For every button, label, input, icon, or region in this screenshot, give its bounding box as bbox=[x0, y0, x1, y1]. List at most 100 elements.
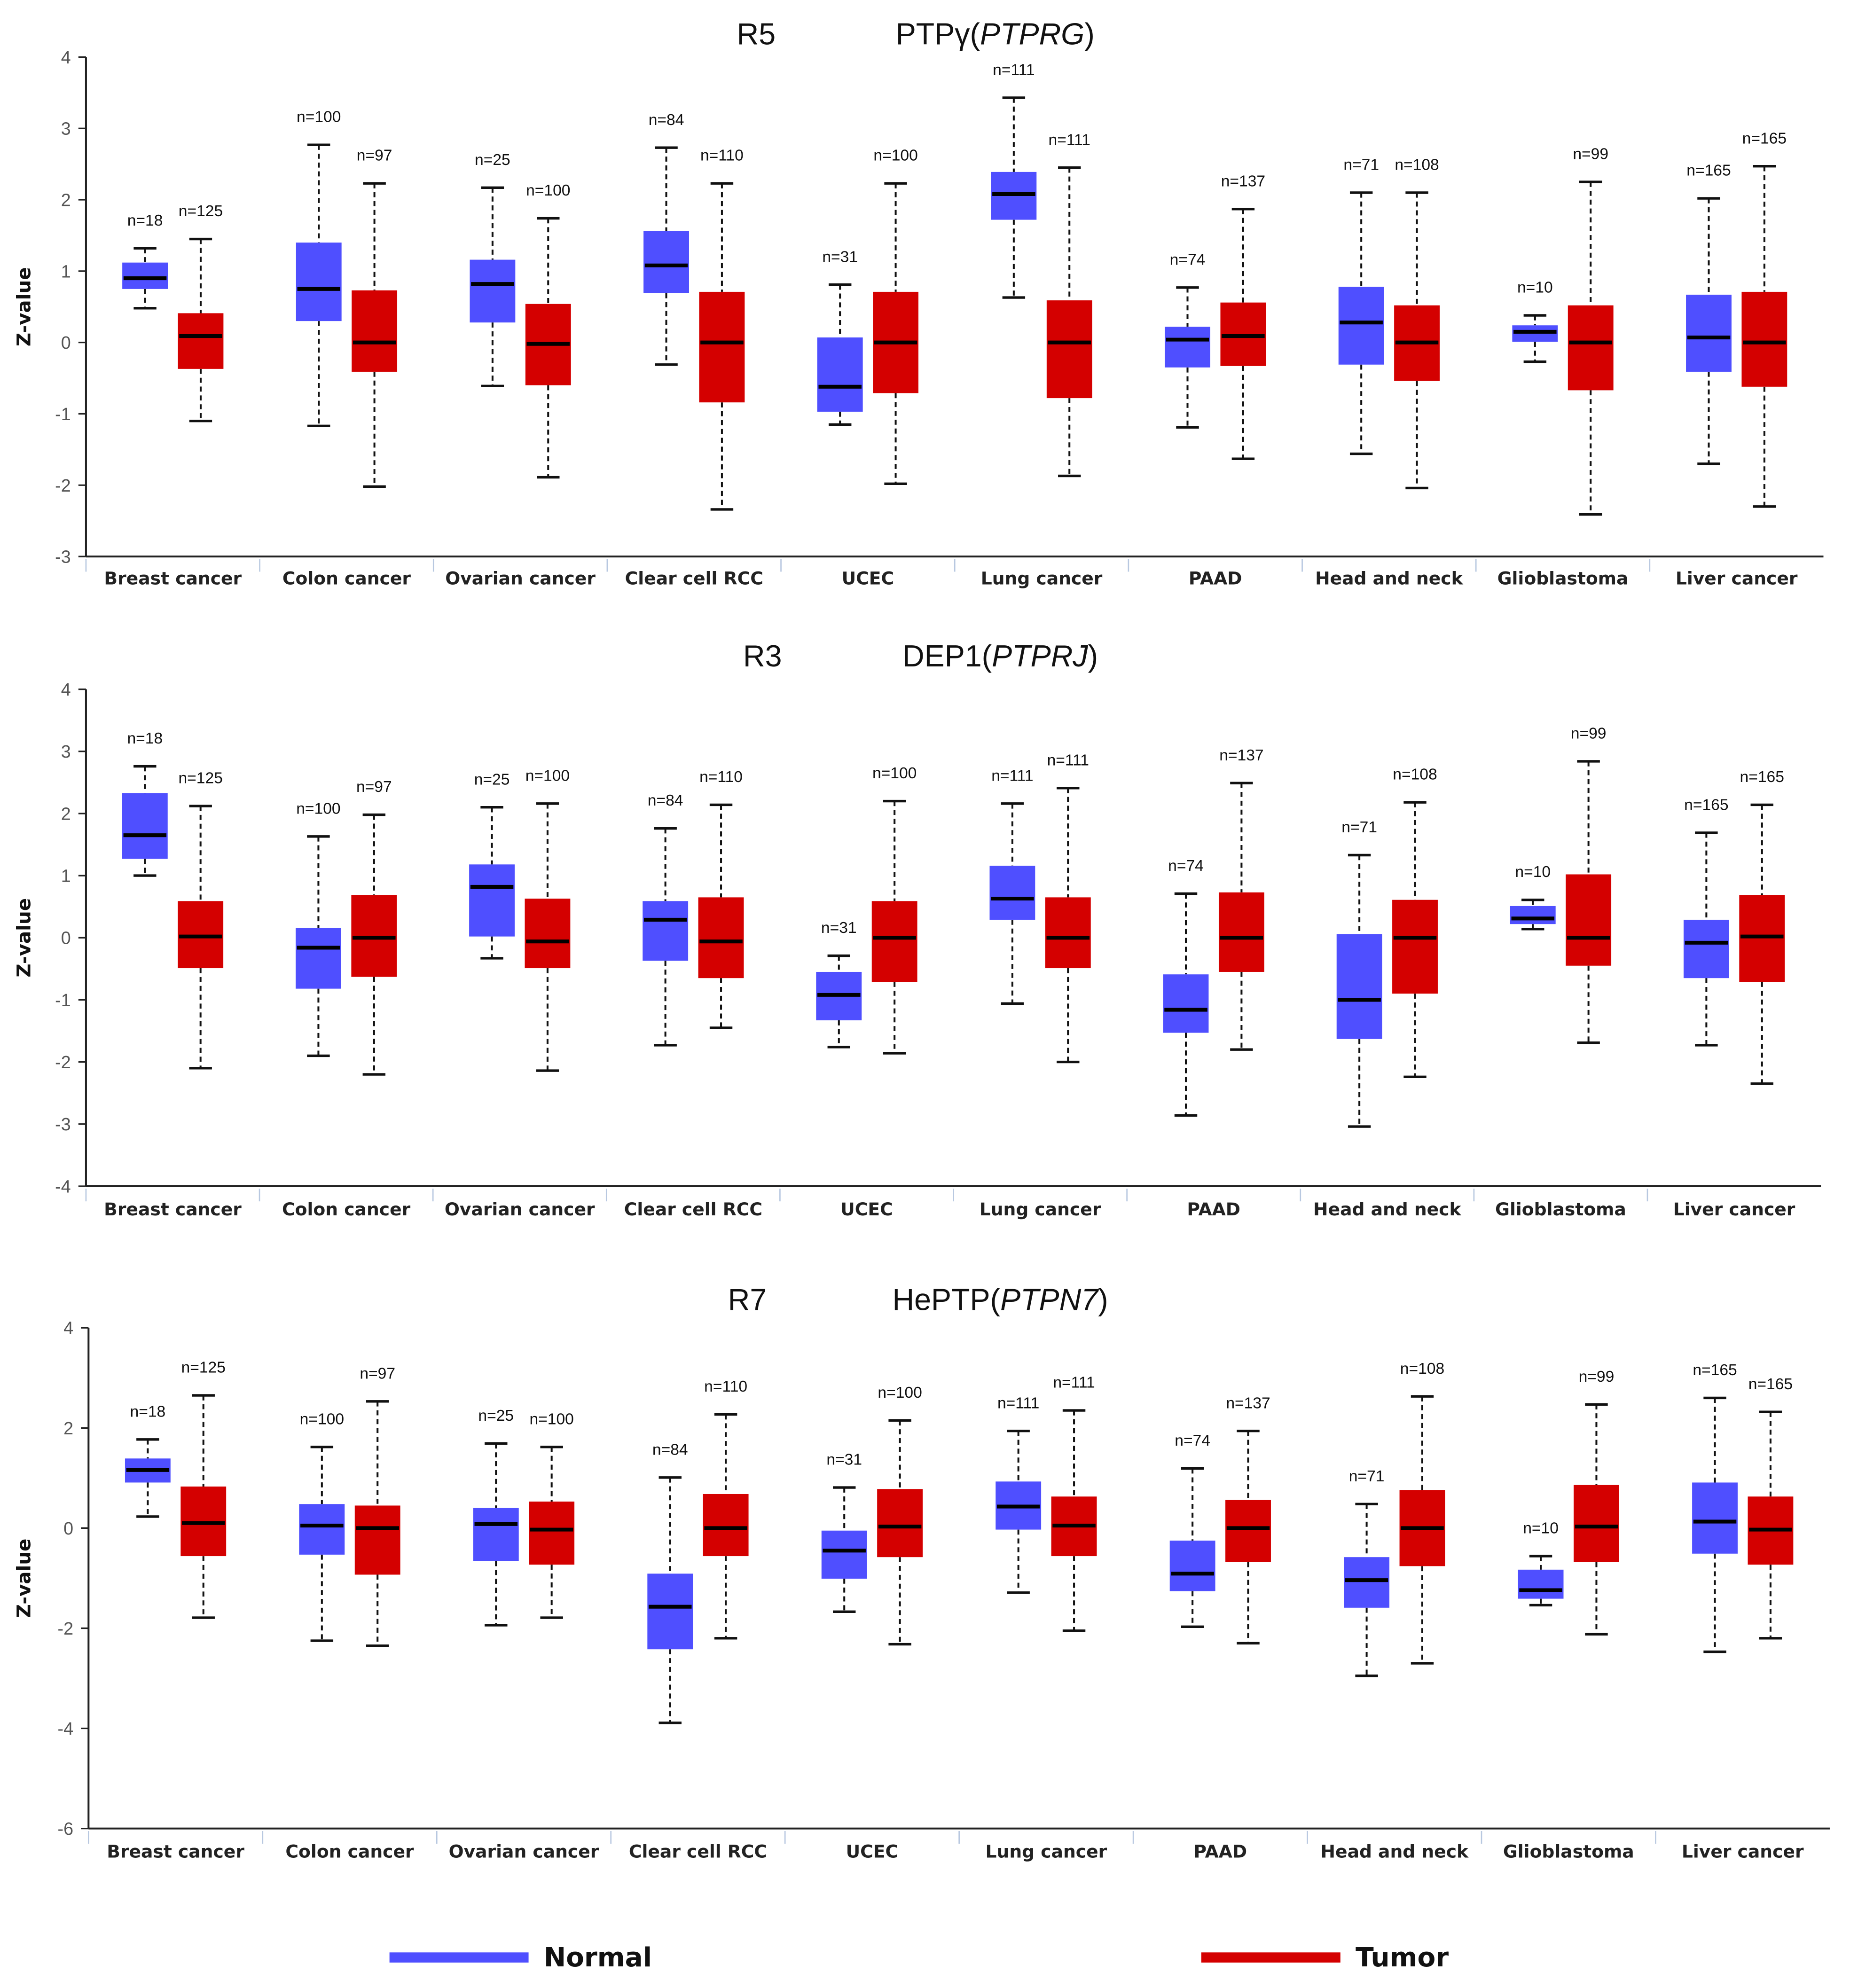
box-tumor: n=100 bbox=[525, 182, 571, 479]
box-tumor: n=165 bbox=[1748, 1376, 1794, 1640]
box-normal: n=71 bbox=[1338, 156, 1384, 455]
title-protein: HePTP( bbox=[893, 1283, 1001, 1317]
box-iqr bbox=[469, 864, 515, 937]
sample-size-label: n=111 bbox=[997, 1394, 1039, 1412]
box-normal: n=31 bbox=[817, 248, 863, 426]
sample-size-label: n=111 bbox=[991, 767, 1033, 784]
y-tick-label: 4 bbox=[61, 47, 71, 67]
y-tick-label: 2 bbox=[61, 804, 71, 823]
y-tick-label: -3 bbox=[55, 1114, 71, 1134]
box-iqr bbox=[821, 1530, 867, 1579]
box-normal: n=31 bbox=[816, 919, 862, 1049]
box-tumor: n=111 bbox=[1051, 1374, 1097, 1632]
box-iqr bbox=[703, 1494, 749, 1557]
box-normal: n=165 bbox=[1692, 1362, 1738, 1653]
x-tick-label: Ovarian cancer bbox=[449, 1841, 599, 1862]
box-iqr bbox=[1218, 892, 1264, 972]
sample-size-label: n=137 bbox=[1221, 172, 1265, 190]
x-tick-label: Liver cancer bbox=[1676, 568, 1798, 588]
box-iqr bbox=[1169, 1541, 1215, 1591]
x-tick-label: Clear cell RCC bbox=[625, 568, 763, 588]
box-tumor: n=137 bbox=[1220, 172, 1266, 460]
sample-size-label: n=25 bbox=[478, 1407, 514, 1424]
sample-size-label: n=111 bbox=[1047, 751, 1089, 769]
sample-size-label: n=100 bbox=[529, 1410, 573, 1428]
sample-size-label: n=10 bbox=[1523, 1520, 1559, 1537]
box-tumor: n=108 bbox=[1399, 1360, 1445, 1665]
sample-size-label: n=100 bbox=[297, 109, 341, 126]
box-normal: n=71 bbox=[1336, 819, 1382, 1128]
box-tumor: n=99 bbox=[1568, 146, 1614, 516]
sample-size-label: n=125 bbox=[181, 1359, 226, 1377]
y-axis-label: Z-value bbox=[13, 267, 35, 346]
y-tick-label: -1 bbox=[55, 990, 71, 1010]
box-tumor: n=165 bbox=[1741, 130, 1787, 508]
x-tick-label: Breast cancer bbox=[104, 1199, 242, 1220]
sample-size-label: n=97 bbox=[356, 778, 392, 796]
box-tumor: n=99 bbox=[1566, 725, 1612, 1044]
box-tumor: n=97 bbox=[354, 1365, 400, 1647]
sample-size-label: n=110 bbox=[704, 1378, 747, 1395]
box-iqr bbox=[296, 243, 342, 321]
sample-size-label: n=71 bbox=[1343, 156, 1379, 173]
x-tick-label: Clear cell RCC bbox=[624, 1199, 762, 1220]
sample-size-label: n=165 bbox=[1686, 162, 1731, 180]
sample-size-label: n=97 bbox=[360, 1365, 395, 1382]
box-tumor: n=100 bbox=[877, 1384, 923, 1646]
box-normal: n=71 bbox=[1344, 1468, 1390, 1677]
box-normal: n=18 bbox=[125, 1403, 171, 1518]
box-normal: n=74 bbox=[1163, 857, 1209, 1117]
panel-title: DEP1(PTPRJ) bbox=[902, 639, 1098, 673]
y-tick-label: -2 bbox=[55, 476, 71, 495]
x-tick-label: PAAD bbox=[1193, 1841, 1247, 1862]
x-tick-label: Liver cancer bbox=[1673, 1199, 1795, 1220]
x-tick-label: Ovarian cancer bbox=[445, 568, 596, 588]
title-protein: DEP1( bbox=[902, 639, 992, 673]
sample-size-label: n=111 bbox=[1049, 131, 1090, 149]
box-normal: n=18 bbox=[122, 730, 168, 877]
sample-size-label: n=99 bbox=[1579, 1368, 1615, 1385]
box-iqr bbox=[354, 1505, 400, 1575]
box-iqr bbox=[122, 262, 168, 289]
sample-size-label: n=100 bbox=[872, 765, 917, 782]
sample-size-label: n=31 bbox=[826, 1451, 862, 1469]
box-iqr bbox=[1045, 897, 1091, 969]
box-iqr bbox=[1392, 900, 1438, 994]
box-iqr bbox=[1336, 934, 1382, 1039]
box-iqr bbox=[1683, 919, 1729, 978]
box-iqr bbox=[1568, 305, 1614, 391]
title-close: ) bbox=[1098, 1283, 1108, 1317]
box-normal: n=25 bbox=[470, 151, 516, 387]
y-tick-label: 2 bbox=[61, 190, 71, 210]
y-tick-label: 4 bbox=[63, 1318, 73, 1338]
boxplot-panel-r3: R3 DEP1(PTPRJ) 4 3 2 1 0 -1 -2 -3 -4 Z-value Breast … bbox=[13, 639, 1821, 1220]
legend-normal-swatch bbox=[389, 1952, 529, 1963]
x-tick-label: Glioblastoma bbox=[1497, 568, 1629, 588]
x-tick-label: Ovarian cancer bbox=[445, 1199, 595, 1220]
box-tumor: n=165 bbox=[1739, 768, 1785, 1085]
box-iqr bbox=[1338, 287, 1384, 365]
box-iqr bbox=[178, 313, 224, 369]
box-tumor: n=99 bbox=[1574, 1368, 1619, 1636]
box-tumor: n=97 bbox=[351, 778, 397, 1076]
sample-size-label: n=125 bbox=[179, 203, 223, 220]
x-tick-label: Breast cancer bbox=[104, 568, 242, 588]
title-close: ) bbox=[1084, 17, 1095, 51]
box-normal: n=84 bbox=[647, 1441, 693, 1724]
box-iqr bbox=[647, 1573, 693, 1650]
x-tick-label: Liver cancer bbox=[1682, 1841, 1804, 1862]
box-tumor: n=125 bbox=[178, 203, 224, 423]
sample-size-label: n=71 bbox=[1341, 819, 1377, 836]
boxplot-panel-r5: R5 PTPγ(PTPRG) 4 3 2 1 0 -1 -2 -3 Z-value Breast ca… bbox=[13, 17, 1824, 588]
sample-size-label: n=165 bbox=[1693, 1362, 1737, 1379]
title-protein: PTPγ( bbox=[896, 17, 980, 51]
box-tumor: n=111 bbox=[1046, 131, 1092, 477]
box-tumor: n=100 bbox=[529, 1410, 575, 1619]
sample-size-label: n=31 bbox=[821, 919, 857, 937]
sample-size-label: n=100 bbox=[873, 147, 917, 164]
sample-size-label: n=18 bbox=[130, 1403, 166, 1420]
y-axis-label: Z-value bbox=[13, 898, 35, 978]
box-iqr bbox=[1225, 1500, 1271, 1562]
x-tick-label: Head and neck bbox=[1321, 1841, 1469, 1862]
title-close: ) bbox=[1088, 639, 1098, 673]
